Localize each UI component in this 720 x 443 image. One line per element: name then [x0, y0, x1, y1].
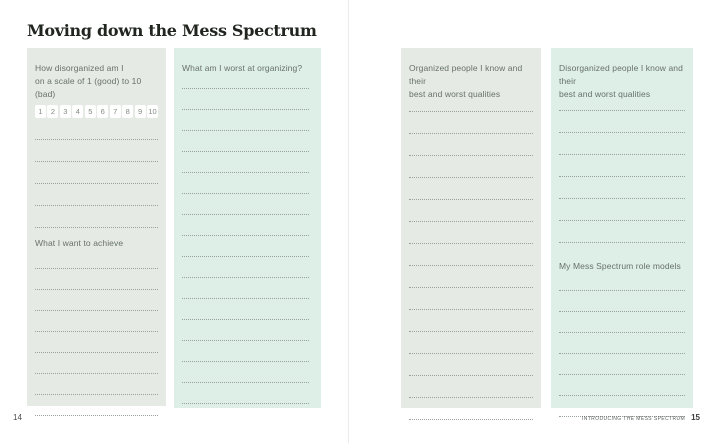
ruled-line [35, 269, 158, 290]
prompt-role-models: My Mess Spectrum role models [559, 261, 681, 271]
ruled-line [559, 133, 685, 155]
ruled-lines-group [182, 68, 309, 404]
scale-number-box: 1 [35, 105, 46, 118]
ruled-line [409, 178, 533, 200]
ruled-lines-group [35, 118, 158, 228]
ruled-line [35, 248, 158, 269]
ruled-line [35, 162, 158, 184]
ruled-line [35, 184, 158, 206]
ruled-line [409, 222, 533, 244]
prompt-organized-people: Organized people I know and their best a… [409, 63, 523, 99]
ruled-line [559, 111, 685, 133]
ruled-line [182, 215, 309, 236]
ruled-line [182, 299, 309, 320]
ruled-lines-group [35, 248, 158, 416]
ruled-line [409, 398, 533, 420]
ruled-line [409, 310, 533, 332]
ruled-line [182, 194, 309, 215]
ruled-line [35, 395, 158, 416]
worksheet-column-organized-people: Organized people I know and their best a… [401, 48, 541, 420]
ruled-line [409, 134, 533, 156]
page-number-left: 14 [13, 413, 22, 422]
scale-number-box: 6 [97, 105, 109, 118]
worksheet-column-worst-at-organizing: What am I worst at organizing? [174, 48, 321, 408]
ruled-line [559, 177, 685, 199]
scale-number-box: 2 [47, 105, 59, 118]
ruled-lines-group [559, 270, 685, 417]
scale-number-box: 10 [147, 105, 159, 118]
prompt-worst-at-organizing: What am I worst at organizing? [182, 63, 303, 73]
ruled-line [35, 118, 158, 140]
scale-number-box: 8 [122, 105, 134, 118]
ruled-line [559, 291, 685, 312]
ruled-line [182, 320, 309, 341]
ruled-line [409, 376, 533, 398]
scale-number-box: 9 [134, 105, 146, 118]
ruled-line [409, 288, 533, 310]
ruled-line [182, 152, 309, 173]
ruled-line [409, 332, 533, 354]
ruled-line [409, 244, 533, 266]
ruled-line [35, 332, 158, 353]
ruled-line [559, 396, 685, 417]
ruled-line [182, 173, 309, 194]
scale-number-box: 5 [84, 105, 96, 118]
ruled-line [35, 374, 158, 395]
ruled-line [559, 375, 685, 396]
page-title: Moving down the Mess Spectrum [27, 21, 317, 40]
prompt-how-disorganized: How disorganized am I on a scale of 1 (g… [35, 63, 142, 99]
spread-fold-line [348, 0, 349, 443]
page-number-right: 15 [691, 413, 700, 422]
ruled-lines-group [409, 90, 533, 420]
footer-right: INTRODUCING THE MESS SPECTRUM 15 [582, 412, 700, 425]
ruled-line [35, 311, 158, 332]
ruled-line [182, 383, 309, 404]
ruled-line [182, 257, 309, 278]
ruled-line [559, 354, 685, 375]
ruled-line [182, 278, 309, 299]
worksheet-column-disorganized-people: Disorganized people I know and their bes… [551, 48, 693, 417]
scale-number-box: 3 [59, 105, 71, 118]
ruled-line [182, 131, 309, 152]
ruled-line [409, 266, 533, 288]
ruled-line [409, 112, 533, 134]
scale-1-to-10: 1 2 3 4 5 6 7 8 9 10 [35, 105, 159, 118]
ruled-line [35, 290, 158, 311]
scale-number-box: 7 [109, 105, 121, 118]
ruled-line [35, 206, 158, 228]
ruled-line [559, 270, 685, 291]
ruled-line [182, 362, 309, 383]
ruled-line [182, 236, 309, 257]
ruled-line [559, 333, 685, 354]
ruled-line [559, 89, 685, 111]
ruled-line [182, 110, 309, 131]
ruled-line [409, 90, 533, 112]
prompt-disorganized-people: Disorganized people I know and their bes… [559, 63, 683, 99]
ruled-line [35, 353, 158, 374]
ruled-line [409, 200, 533, 222]
ruled-line [559, 155, 685, 177]
ruled-line [35, 140, 158, 162]
ruled-line [182, 341, 309, 362]
ruled-line [409, 156, 533, 178]
running-head: INTRODUCING THE MESS SPECTRUM [581, 416, 686, 422]
ruled-line [559, 221, 685, 243]
ruled-line [182, 89, 309, 110]
ruled-line [559, 199, 685, 221]
scale-number-box: 4 [72, 105, 84, 118]
ruled-line [182, 68, 309, 89]
ruled-lines-group [559, 89, 685, 243]
ruled-line [559, 312, 685, 333]
worksheet-column-disorganized-scale: How disorganized am I on a scale of 1 (g… [27, 48, 166, 416]
ruled-line [409, 354, 533, 376]
prompt-what-i-want-to-achieve: What I want to achieve [35, 238, 124, 248]
